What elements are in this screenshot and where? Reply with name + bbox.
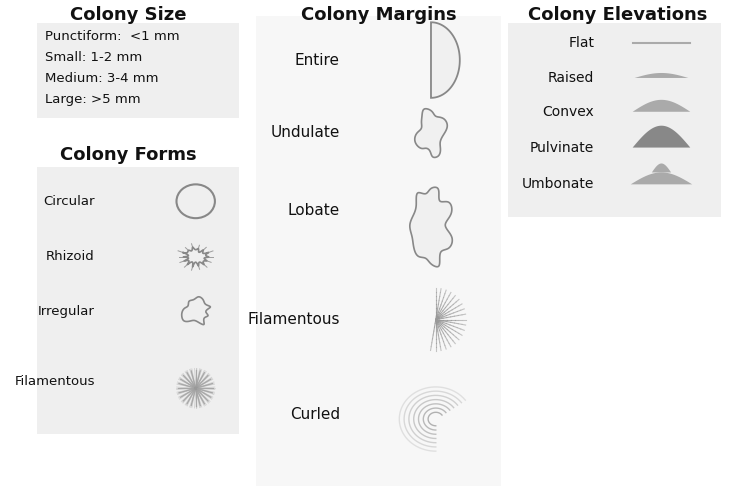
Text: Convex: Convex <box>542 105 594 119</box>
FancyBboxPatch shape <box>256 16 501 486</box>
Text: Umbonate: Umbonate <box>522 177 594 191</box>
Polygon shape <box>632 100 690 112</box>
Text: Curled: Curled <box>290 407 340 421</box>
Text: Circular: Circular <box>43 195 95 208</box>
Text: Punctiform:  <1 mm: Punctiform: <1 mm <box>45 30 179 43</box>
Text: Entire: Entire <box>295 53 340 68</box>
Text: Medium: 3-4 mm: Medium: 3-4 mm <box>45 72 158 85</box>
Text: Lobate: Lobate <box>288 203 340 218</box>
Text: Rhizoid: Rhizoid <box>46 250 95 263</box>
FancyBboxPatch shape <box>37 23 239 118</box>
Text: Filamentous: Filamentous <box>15 375 95 388</box>
FancyBboxPatch shape <box>37 167 239 434</box>
Text: Pulvinate: Pulvinate <box>530 141 594 155</box>
Text: Colony Elevations: Colony Elevations <box>528 6 707 24</box>
FancyBboxPatch shape <box>508 23 721 217</box>
Text: Small: 1-2 mm: Small: 1-2 mm <box>45 51 142 64</box>
Text: Colony Forms: Colony Forms <box>60 146 197 164</box>
Text: Irregular: Irregular <box>38 305 95 318</box>
Text: Colony Size: Colony Size <box>70 6 187 24</box>
Text: Colony Margins: Colony Margins <box>302 6 457 24</box>
Text: Filamentous: Filamentous <box>247 312 340 327</box>
Text: Undulate: Undulate <box>270 125 340 140</box>
Polygon shape <box>632 126 690 148</box>
Text: Large: >5 mm: Large: >5 mm <box>45 93 141 106</box>
Polygon shape <box>631 172 692 184</box>
Polygon shape <box>635 73 688 78</box>
Text: Flat: Flat <box>568 36 594 50</box>
Polygon shape <box>431 22 460 98</box>
Polygon shape <box>652 164 671 172</box>
Polygon shape <box>415 109 447 158</box>
Text: Raised: Raised <box>548 71 594 85</box>
Polygon shape <box>410 187 452 267</box>
